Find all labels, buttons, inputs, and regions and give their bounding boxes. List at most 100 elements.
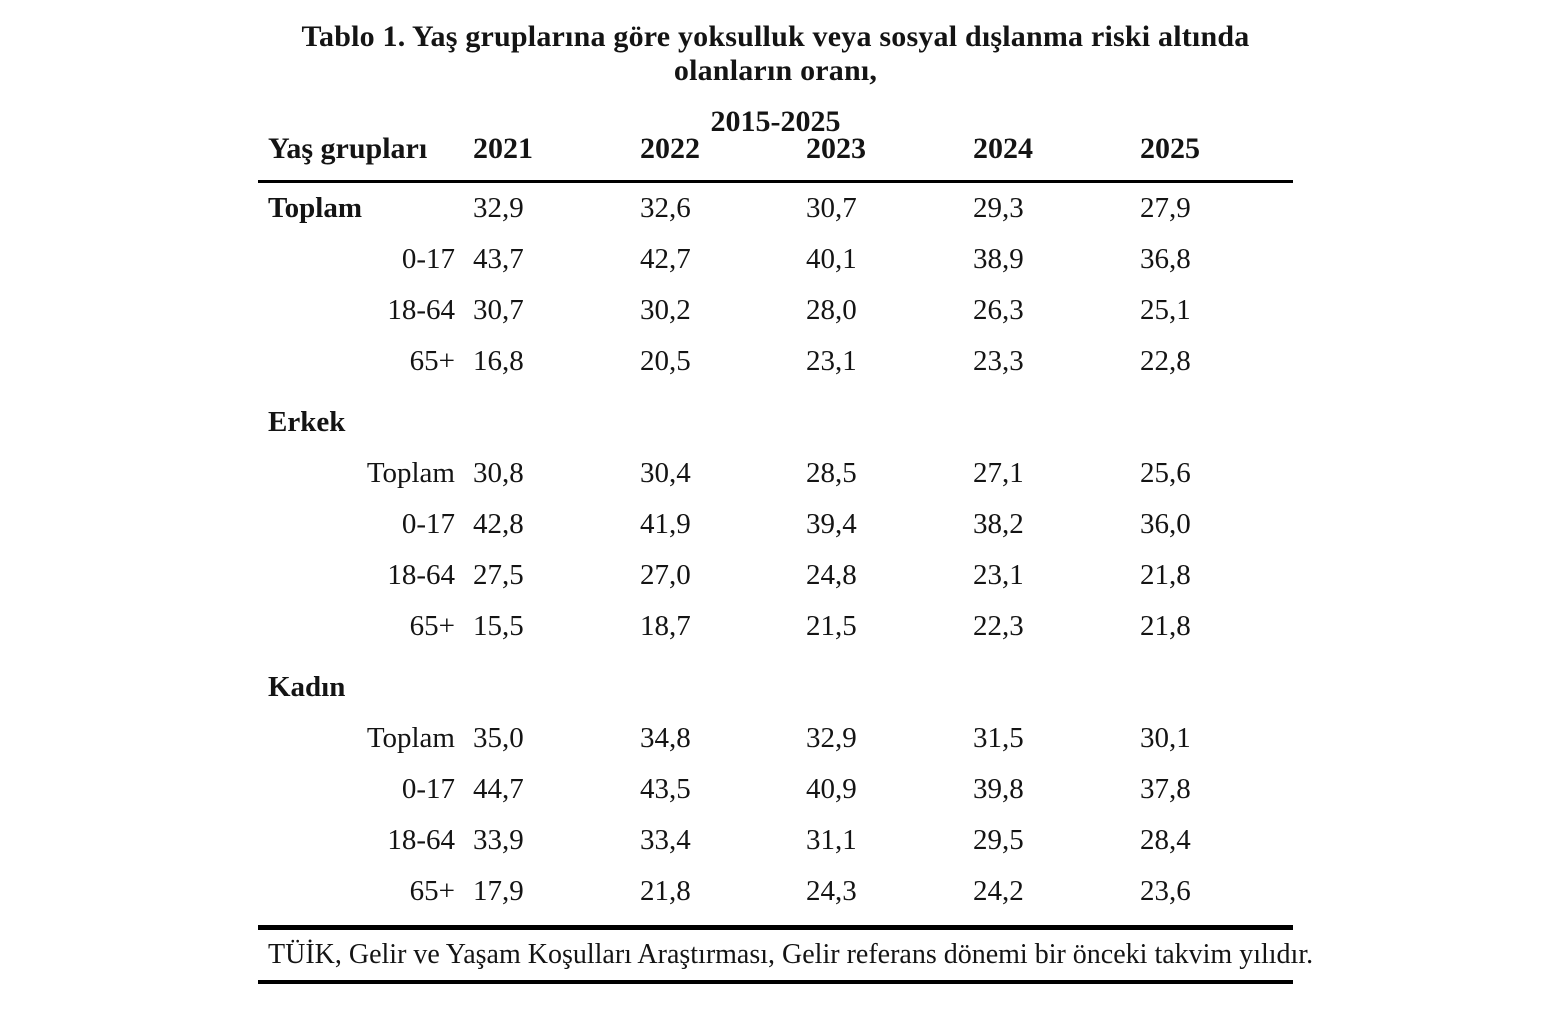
value-cell: 24,2 xyxy=(973,875,1024,907)
row-label: 18-64 xyxy=(387,824,455,856)
table-row: 18-64 27,5 27,0 24,8 23,1 21,8 xyxy=(258,550,1293,601)
value-cell: 30,7 xyxy=(806,192,857,224)
value-cell: 31,5 xyxy=(973,722,1024,754)
value-cell: 28,4 xyxy=(1140,824,1191,856)
value-cell: 23,1 xyxy=(973,559,1024,591)
table-footnote-band: TÜİK, Gelir ve Yaşam Koşulları Araştırma… xyxy=(258,925,1313,984)
table-row: Toplam 32,9 32,6 30,7 29,3 27,9 xyxy=(258,183,1293,234)
table-row: 0-17 43,7 42,7 40,1 38,9 36,8 xyxy=(258,234,1293,285)
row-label: 65+ xyxy=(409,610,455,642)
row-label: 65+ xyxy=(409,875,455,907)
table-row: Toplam 30,8 30,4 28,5 27,1 25,6 xyxy=(258,448,1293,499)
value-cell: 33,9 xyxy=(473,824,524,856)
column-header-year-2023: 2023 xyxy=(806,132,866,165)
row-label: 0-17 xyxy=(401,508,455,540)
table-title-line1: Tablo 1. Yaş gruplarına göre yoksulluk v… xyxy=(301,20,1250,87)
table-body: Toplam 32,9 32,6 30,7 29,3 27,9 0-17 43,… xyxy=(258,183,1293,917)
value-cell: 42,7 xyxy=(640,243,691,275)
value-cell: 21,8 xyxy=(640,875,691,907)
value-cell: 32,9 xyxy=(473,192,524,224)
value-cell: 23,1 xyxy=(806,345,857,377)
value-cell: 21,8 xyxy=(1140,559,1191,591)
table-row: 65+ 16,8 20,5 23,1 23,3 22,8 xyxy=(258,336,1293,387)
table-row: 0-17 44,7 43,5 40,9 39,8 37,8 xyxy=(258,764,1293,815)
table-row: 18-64 30,7 30,2 28,0 26,3 25,1 xyxy=(258,285,1293,336)
table-row: 0-17 42,8 41,9 39,4 38,2 36,0 xyxy=(258,499,1293,550)
column-header-year-2025: 2025 xyxy=(1140,132,1200,165)
value-cell: 29,5 xyxy=(973,824,1024,856)
value-cell: 25,1 xyxy=(1140,294,1191,326)
value-cell: 26,3 xyxy=(973,294,1024,326)
value-cell: 27,1 xyxy=(973,457,1024,489)
table-row: 65+ 17,9 21,8 24,3 24,2 23,6 xyxy=(258,866,1293,917)
value-cell: 28,0 xyxy=(806,294,857,326)
section-heading-row-1: Erkek xyxy=(258,397,1293,448)
value-cell: 27,0 xyxy=(640,559,691,591)
column-header-year-2021: 2021 xyxy=(473,132,533,165)
value-cell: 27,5 xyxy=(473,559,524,591)
value-cell: 23,3 xyxy=(973,345,1024,377)
data-table: Yaş grupları 2021 2022 2023 2024 2025 To… xyxy=(258,118,1313,984)
row-label: 18-64 xyxy=(387,559,455,591)
value-cell: 35,0 xyxy=(473,722,524,754)
row-label: Toplam xyxy=(366,457,455,489)
value-cell: 41,9 xyxy=(640,508,691,540)
table-header-row: Yaş grupları 2021 2022 2023 2024 2025 xyxy=(258,118,1293,183)
value-cell: 30,4 xyxy=(640,457,691,489)
section-heading-row-2: Kadın xyxy=(258,662,1293,713)
value-cell: 37,8 xyxy=(1140,773,1191,805)
value-cell: 21,8 xyxy=(1140,610,1191,642)
value-cell: 43,7 xyxy=(473,243,524,275)
row-label: Toplam xyxy=(366,722,455,754)
value-cell: 29,3 xyxy=(973,192,1024,224)
value-cell: 38,2 xyxy=(973,508,1024,540)
value-cell: 30,7 xyxy=(473,294,524,326)
table-row: 65+ 15,5 18,7 21,5 22,3 21,8 xyxy=(258,601,1293,652)
value-cell: 21,5 xyxy=(806,610,857,642)
value-cell: 39,8 xyxy=(973,773,1024,805)
value-cell: 20,5 xyxy=(640,345,691,377)
column-header-age-groups: Yaş grupları xyxy=(268,132,428,165)
row-label: 65+ xyxy=(409,345,455,377)
table-title: Tablo 1. Yaş gruplarına göre yoksulluk v… xyxy=(258,20,1293,139)
value-cell: 23,6 xyxy=(1140,875,1191,907)
value-cell: 38,9 xyxy=(973,243,1024,275)
row-label: 0-17 xyxy=(401,773,455,805)
table-row: Toplam 35,0 34,8 32,9 31,5 30,1 xyxy=(258,713,1293,764)
value-cell: 24,8 xyxy=(806,559,857,591)
value-cell: 28,5 xyxy=(806,457,857,489)
value-cell: 15,5 xyxy=(473,610,524,642)
value-cell: 33,4 xyxy=(640,824,691,856)
table-row: 18-64 33,9 33,4 31,1 29,5 28,4 xyxy=(258,815,1293,866)
section-heading: Kadın xyxy=(268,671,346,703)
value-cell: 39,4 xyxy=(806,508,857,540)
column-header-year-2024: 2024 xyxy=(973,132,1033,165)
value-cell: 17,9 xyxy=(473,875,524,907)
column-header-year-2022: 2022 xyxy=(640,132,700,165)
value-cell: 40,9 xyxy=(806,773,857,805)
value-cell: 32,6 xyxy=(640,192,691,224)
value-cell: 30,2 xyxy=(640,294,691,326)
section-heading: Erkek xyxy=(268,406,346,438)
value-cell: 22,8 xyxy=(1140,345,1191,377)
value-cell: 40,1 xyxy=(806,243,857,275)
value-cell: 32,9 xyxy=(806,722,857,754)
value-cell: 36,0 xyxy=(1140,508,1191,540)
table-title-line2: 2015-2025 xyxy=(710,105,841,138)
value-cell: 42,8 xyxy=(473,508,524,540)
value-cell: 18,7 xyxy=(640,610,691,642)
value-cell: 44,7 xyxy=(473,773,524,805)
value-cell: 30,8 xyxy=(473,457,524,489)
value-cell: 24,3 xyxy=(806,875,857,907)
value-cell: 22,3 xyxy=(973,610,1024,642)
row-label: Toplam xyxy=(268,192,363,224)
value-cell: 30,1 xyxy=(1140,722,1191,754)
row-label: 0-17 xyxy=(401,243,455,275)
value-cell: 36,8 xyxy=(1140,243,1191,275)
value-cell: 27,9 xyxy=(1140,192,1191,224)
table-footnote: TÜİK, Gelir ve Yaşam Koşulları Araştırma… xyxy=(268,939,1314,970)
value-cell: 31,1 xyxy=(806,824,857,856)
value-cell: 16,8 xyxy=(473,345,524,377)
value-cell: 43,5 xyxy=(640,773,691,805)
